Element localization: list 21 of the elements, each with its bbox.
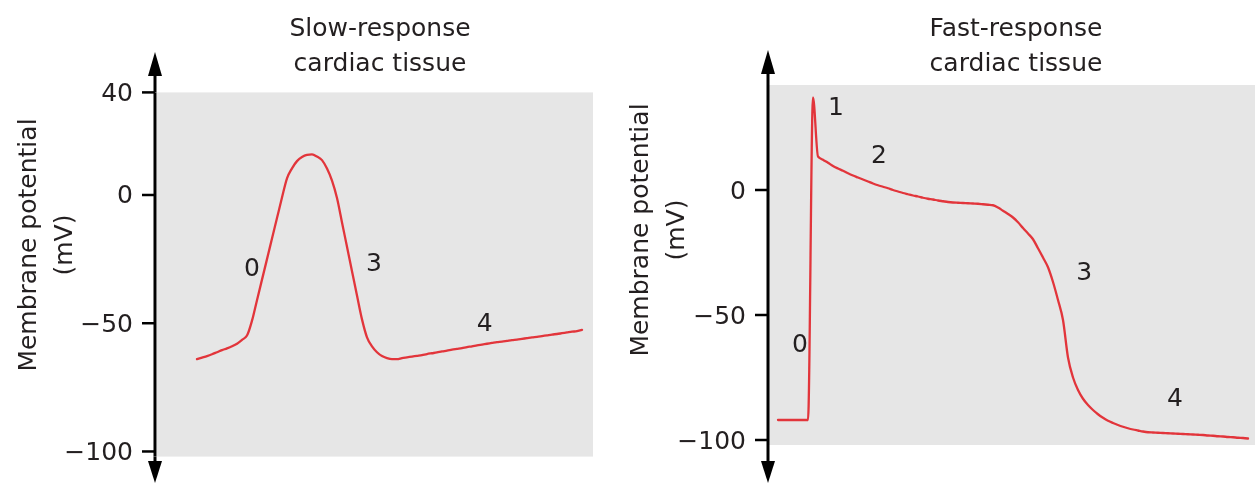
annotation: 2 (871, 139, 888, 169)
annotation: 1 (827, 92, 844, 122)
chart-title: Slow-response cardiac tissue (289, 12, 471, 77)
y-tick-label: 40 (101, 77, 133, 107)
y-tick-label: −100 (677, 425, 746, 455)
y-tick-label: 0 (117, 180, 133, 210)
annotation: 4 (1166, 382, 1183, 412)
annotation: 0 (792, 329, 808, 359)
y-tick-label: −50 (693, 300, 746, 330)
line-series (776, 96, 1250, 440)
annotation: 4 (476, 308, 493, 338)
y-axis-title: Membrane potential (mV) (624, 103, 690, 357)
chart-title: Fast-response cardiac tissue (929, 12, 1103, 77)
annotation: 3 (365, 248, 382, 278)
annotation: 0 (244, 253, 260, 283)
annotation: 3 (1076, 256, 1093, 286)
y-tick-label: −50 (80, 308, 133, 338)
line-series (195, 153, 584, 361)
y-tick-label: 0 (730, 175, 746, 205)
y-axis-title: Membrane potential (mV) (12, 118, 78, 372)
y-tick-label: −100 (64, 436, 133, 466)
